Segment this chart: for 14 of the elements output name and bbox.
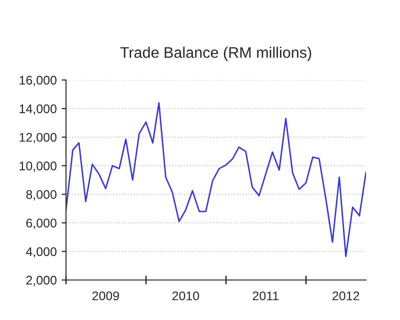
line-series [66,102,366,258]
y-tick-label: 14,000 [20,104,56,115]
x-tick-label: 2011 [252,291,278,300]
x-tick-label: 2010 [172,291,200,300]
y-tick-label: 6,000 [26,218,56,229]
y-tick-label: 2,000 [26,276,56,286]
y-tick-label: 16,000 [20,76,56,86]
chart-title: Trade Balance (RM millions) [120,46,312,61]
x-tick-label: 2009 [92,291,119,300]
y-tick-label: 8,000 [26,190,56,200]
x-tick-label: 2012 [332,291,360,300]
y-tick-label: 12,000 [20,132,56,144]
y-tick-label: 10,000 [20,162,56,172]
y-tick-label: 4,000 [26,247,56,258]
